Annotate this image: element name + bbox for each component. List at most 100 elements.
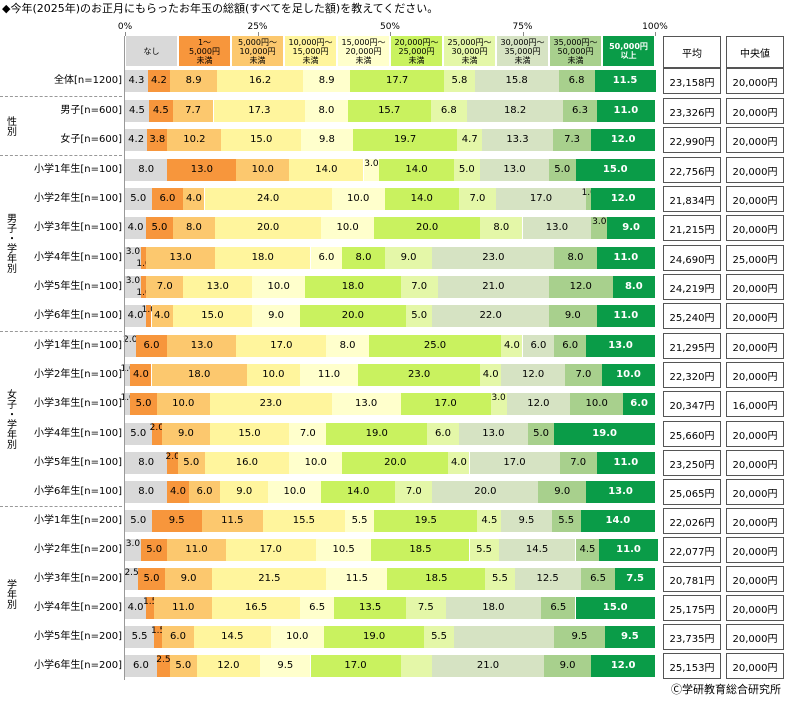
bar-segment — [196, 655, 261, 677]
bar-segment — [125, 70, 148, 92]
median-value: 20,000円 — [726, 653, 784, 679]
bar-segment — [477, 510, 502, 532]
bar-segment — [125, 159, 168, 181]
bar-segment — [554, 335, 587, 357]
data-label: 4.2 — [150, 75, 167, 86]
bar-segment — [331, 393, 401, 415]
data-label: 6.0 — [318, 252, 335, 263]
data-label: 25.0 — [423, 340, 447, 351]
data-label: 18.5 — [409, 544, 432, 555]
bar-segment — [183, 188, 205, 210]
bar-segment — [432, 655, 544, 677]
x-tick-label: 100% — [642, 22, 668, 32]
mean-value: 25,153円 — [663, 653, 721, 679]
bar-segment — [445, 597, 542, 619]
bar-segment — [371, 539, 470, 561]
y-tick-label: 小学1年生[n=200] — [34, 515, 122, 526]
data-label: 10.0 — [262, 369, 285, 380]
y-tick-label: 小学5年生[n=200] — [34, 631, 122, 642]
bar-segment — [400, 393, 491, 415]
legend-entry: 50,000円 以上 — [603, 36, 654, 66]
data-label: 6.0 — [630, 398, 648, 409]
data-label: 14.5 — [221, 631, 244, 642]
data-label: 21.0 — [476, 660, 500, 671]
bar-segment — [135, 335, 168, 357]
bar-segment — [405, 597, 446, 619]
bar-segment — [225, 539, 316, 561]
data-label: 13.0 — [206, 281, 229, 292]
data-label: 17.7 — [386, 75, 409, 86]
data-label: 13.0 — [190, 340, 213, 351]
data-label: 3.8 — [149, 134, 166, 145]
data-label: 6.0 — [530, 340, 547, 351]
bar-segment — [559, 452, 597, 474]
data-label: 4.0 — [127, 222, 144, 233]
bar-segment — [527, 423, 555, 445]
mean-value: 23,158円 — [663, 68, 721, 94]
tick-mark — [522, 32, 524, 36]
data-label: 3.0 — [125, 247, 141, 257]
bar-segment — [310, 247, 343, 269]
bar-segment — [321, 217, 375, 239]
bar-segment — [379, 159, 454, 181]
bar-segment — [591, 129, 655, 151]
data-label: 16.5 — [245, 602, 268, 613]
bar-segment — [444, 70, 475, 92]
y-tick-label: 小学1年生[n=100] — [34, 340, 122, 351]
bar-segment — [125, 568, 139, 590]
data-label: 3.0 — [125, 276, 141, 286]
data-label: 6.0 — [562, 340, 579, 351]
median-value: 20,000円 — [726, 508, 784, 534]
bar-segment — [147, 70, 171, 92]
data-label: 13.0 — [545, 222, 569, 233]
mean-value: 22,077円 — [663, 537, 721, 563]
data-label: 10.0 — [616, 369, 641, 380]
bar-segment — [432, 481, 539, 503]
bar-segment — [212, 568, 327, 590]
bar-segment — [305, 276, 401, 298]
data-label: 19.0 — [365, 428, 388, 439]
bar-segment — [586, 481, 655, 503]
bar-segment — [172, 100, 214, 122]
bar-segment — [480, 364, 502, 386]
bar-segment — [305, 100, 348, 122]
data-label: 13.0 — [482, 428, 505, 439]
bar-segment — [482, 129, 553, 151]
data-label: 8.0 — [138, 486, 155, 497]
data-label: 3.0 — [125, 539, 141, 549]
bar-segment — [514, 568, 581, 590]
data-label: 4.0 — [503, 340, 520, 351]
bar-segment — [430, 100, 467, 122]
bar-segment — [549, 305, 597, 327]
group-separator — [0, 96, 122, 97]
data-label: 1.5 — [150, 626, 166, 636]
bar-segment — [125, 452, 168, 474]
mean-value: 25,175円 — [663, 595, 721, 621]
data-label: 16.0 — [235, 457, 259, 468]
data-label: 21.5 — [258, 573, 281, 584]
data-label: 15.8 — [505, 75, 528, 86]
table-header: 中央値 — [726, 36, 784, 68]
legend-entry: なし — [126, 36, 177, 66]
bar-segment — [432, 305, 549, 327]
bar-segment — [154, 597, 213, 619]
data-label: 11.0 — [613, 252, 639, 263]
data-label: 15.0 — [250, 134, 273, 145]
data-label: 5.0 — [143, 573, 160, 584]
bar-segment — [374, 217, 481, 239]
bar-segment — [344, 510, 375, 532]
data-label: 4.3 — [128, 75, 145, 86]
data-label: 5.0 — [146, 544, 163, 555]
bar-segment — [154, 626, 163, 648]
bar-segment — [215, 217, 322, 239]
legend-entry: 25,000円～ 30,000円 未満 — [444, 36, 495, 66]
data-label: 9.0 — [559, 660, 576, 671]
data-label: 19.0 — [362, 631, 386, 642]
bar-segment — [352, 129, 458, 151]
bar-segment — [201, 510, 263, 532]
median-value: 20,000円 — [726, 479, 784, 505]
data-label: 11.5 — [221, 515, 244, 526]
bar-segment — [146, 247, 216, 269]
bar-segment — [342, 452, 449, 474]
bar-segment — [496, 188, 587, 210]
